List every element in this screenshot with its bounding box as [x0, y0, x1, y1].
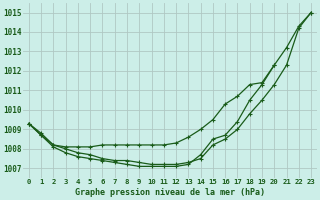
X-axis label: Graphe pression niveau de la mer (hPa): Graphe pression niveau de la mer (hPa) — [75, 188, 265, 197]
